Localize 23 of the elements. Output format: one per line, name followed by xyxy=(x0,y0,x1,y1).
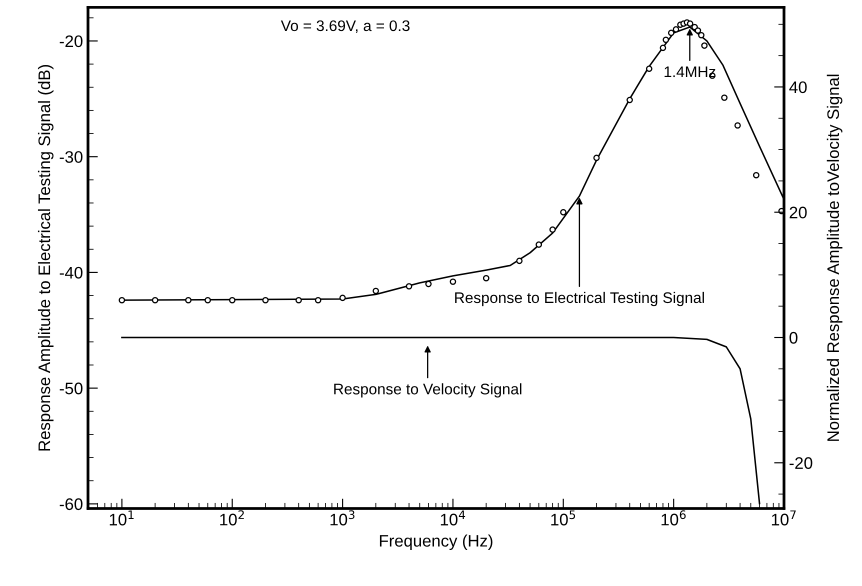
x-axis-title: Frequency (Hz) xyxy=(380,534,492,550)
x-tick-label: 10$^{5}$ xyxy=(551,510,576,526)
x-tick-label: 10$^{1}$ xyxy=(110,510,134,526)
x-tick-label: 10$^{3}$ xyxy=(330,510,354,526)
annotation: Response to Electrical Testing Signal xyxy=(455,292,704,306)
annotation: Response to Velocity Signal xyxy=(334,383,522,398)
y-tick-label: -40 xyxy=(60,266,82,279)
y-tick-label: -20 xyxy=(60,35,82,48)
y2-tick-label: -20 xyxy=(790,457,812,469)
y2-axis-title: Normalized Response Amplitude toVelocity Signal xyxy=(826,74,842,441)
annotation: 1.4MHz xyxy=(664,66,716,78)
y2-tick-label: 0 xyxy=(790,332,798,344)
y2-tick-label: 20 xyxy=(790,206,807,218)
y-tick-label: -30 xyxy=(60,151,82,163)
annotation: Vo = 3.69V, a = 0.3 xyxy=(280,20,410,33)
x-tick-label: 10$^{4}$ xyxy=(440,510,466,526)
x-tick-label: 10$^{2}$ xyxy=(220,510,244,526)
y-axis-title: Response Amplitude to Electrical Testing Signal (dB) xyxy=(38,65,54,451)
y-tick-label: -50 xyxy=(60,382,82,394)
x-tick-label: 10$^{6}$ xyxy=(662,510,686,526)
y2-tick-label: 40 xyxy=(789,81,807,94)
x-tick-label: 10$^{7}$ xyxy=(772,510,796,526)
y-tick-label: -60 xyxy=(60,498,82,510)
